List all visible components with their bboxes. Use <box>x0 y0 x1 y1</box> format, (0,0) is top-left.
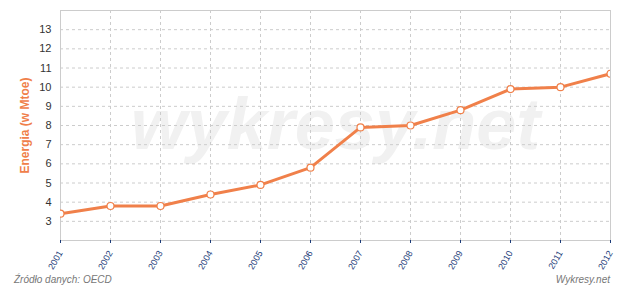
svg-text:2006: 2006 <box>296 249 315 271</box>
svg-text:13: 13 <box>39 23 51 35</box>
svg-text:Energia (w Mtoe): Energia (w Mtoe) <box>18 77 32 173</box>
svg-text:9: 9 <box>45 100 51 112</box>
svg-text:11: 11 <box>40 62 51 74</box>
svg-text:2009: 2009 <box>446 249 465 271</box>
svg-text:2012: 2012 <box>596 249 615 271</box>
svg-text:10: 10 <box>39 81 51 93</box>
html-text:Źródło danych: OECD: Źródło danych: OECD <box>14 274 112 285</box>
svg-text:2001: 2001 <box>46 249 65 271</box>
svg-text:3: 3 <box>45 215 51 227</box>
svg-text:2008: 2008 <box>396 249 415 271</box>
svg-text:wykresy.net: wykresy.net <box>131 84 544 164</box>
svg-text:2011: 2011 <box>546 249 564 271</box>
svg-text:2007: 2007 <box>346 249 365 271</box>
svg-text:6: 6 <box>45 157 51 169</box>
svg-text:2003: 2003 <box>146 249 165 271</box>
svg-text:7: 7 <box>45 138 51 150</box>
svg-text:4: 4 <box>45 196 51 208</box>
html-text:Wykresy.net: Wykresy.net <box>555 274 610 285</box>
svg-text:8: 8 <box>45 119 51 131</box>
svg-text:2002: 2002 <box>96 249 115 271</box>
svg-text:2005: 2005 <box>246 249 265 271</box>
svg-text:2004: 2004 <box>196 249 215 271</box>
svg-text:2010: 2010 <box>496 249 515 271</box>
svg-text:5: 5 <box>45 177 51 189</box>
svg-text:12: 12 <box>39 42 51 54</box>
